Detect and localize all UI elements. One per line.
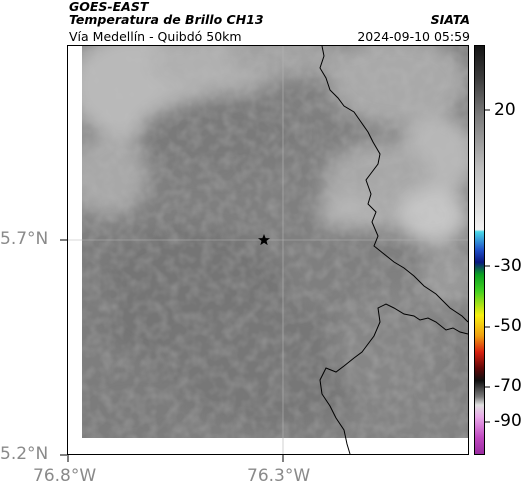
pixel-texture (82, 46, 468, 438)
lat-tick-label: 5.7°N (0, 229, 49, 249)
lon-ticks (67, 455, 284, 462)
department-border-south (319, 303, 468, 454)
lat-ticks (60, 239, 67, 456)
colorbar-tick-label: -30 (494, 256, 522, 276)
route-subtitle: Vía Medellín - Quibdó 50km (69, 29, 242, 44)
star-icon[interactable] (258, 234, 270, 246)
brightness-temperature-field (68, 46, 468, 454)
lat-tick-label: 5.2°N (0, 444, 49, 464)
colorbar-tick-label: -70 (494, 376, 522, 396)
timestamp-label: 2024-09-10 05:59 (357, 29, 470, 44)
satellite-title: GOES-EAST (69, 0, 149, 14)
department-border (319, 46, 468, 323)
source-label: SIATA (430, 12, 470, 27)
colorbar-gradient (475, 46, 484, 454)
product-title: Temperatura de Brillo CH13 (69, 12, 264, 27)
lon-tick-label: 76.8°W (33, 466, 97, 486)
colorbar-tick-label: -90 (494, 411, 522, 431)
temperature-colorbar (474, 45, 485, 455)
lon-tick-label: 76.3°W (247, 466, 311, 486)
colorbar-tick-label: -50 (494, 316, 522, 336)
map-panel[interactable] (67, 45, 469, 455)
colorbar-tick-label: 20 (494, 100, 516, 120)
colorbar-ticks (485, 109, 490, 423)
